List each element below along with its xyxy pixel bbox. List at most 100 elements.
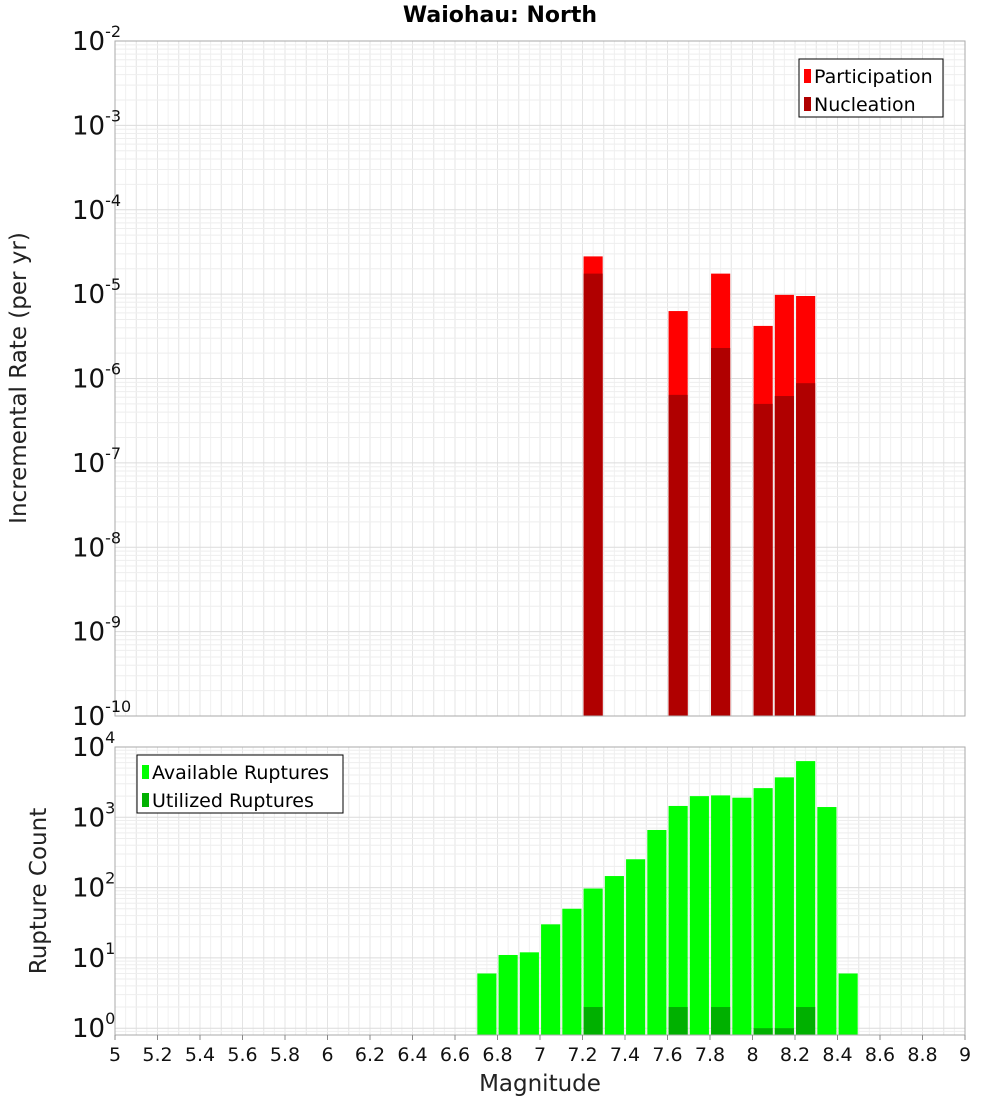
y-tick-label: 10-8: [72, 528, 121, 563]
bar-utilized-ruptures: [753, 1028, 773, 1035]
y-tick-base: 10: [72, 702, 105, 732]
bar-available-ruptures: [647, 829, 667, 1035]
x-tick-label: 8: [746, 1044, 758, 1066]
y-tick-exponent: -6: [105, 360, 121, 379]
x-tick-label: 6.4: [397, 1044, 427, 1066]
bar-available-ruptures: [626, 859, 646, 1035]
bar-available-ruptures: [817, 807, 837, 1035]
x-tick-label: 7.4: [610, 1044, 640, 1066]
y-tick-base: 10: [72, 803, 105, 833]
top-bars: [583, 256, 816, 716]
bar-nucleation: [711, 347, 731, 716]
bar-nucleation: [796, 383, 816, 716]
bottom-x-ticks: 5 5.2 5.4 5.6 5.8 6 6.2 6.4 6.6 6.8 7 7.2 7.4 7.6 7.8 8…: [109, 1035, 971, 1066]
bar-utilized-ruptures: [711, 1007, 731, 1035]
bar-available-ruptures: [838, 973, 858, 1035]
y-tick-base: 10: [72, 733, 105, 763]
x-tick-label: 7: [534, 1044, 546, 1066]
y-tick-base: 10: [72, 365, 105, 395]
x-tick-label: 8.2: [780, 1044, 810, 1066]
y-tick-base: 10: [72, 1014, 105, 1044]
y-tick-label: 103: [72, 798, 115, 833]
x-tick-label: 7.2: [567, 1044, 597, 1066]
top-legend: Participation Nucleation: [798, 58, 944, 118]
y-tick-base: 10: [72, 27, 105, 57]
y-tick-exponent: -10: [105, 697, 131, 716]
y-tick-exponent: -8: [105, 528, 121, 547]
y-tick-label: 100: [72, 1009, 115, 1044]
y-tick-base: 10: [72, 449, 105, 479]
x-axis-label: Magnitude: [479, 1071, 601, 1097]
y-tick-base: 10: [72, 944, 105, 974]
top-plot-frame: [114, 40, 966, 717]
top-grid: [114, 41, 966, 717]
x-tick-label: 6.8: [482, 1044, 512, 1066]
bar-nucleation: [774, 396, 794, 716]
bar-available-ruptures: [583, 888, 603, 1035]
legend-label: Utilized Ruptures: [152, 790, 314, 812]
y-tick-exponent: 3: [105, 798, 115, 817]
y-tick-label: 10-3: [72, 106, 121, 141]
x-tick-label: 6: [321, 1044, 333, 1066]
y-tick-label: 10-9: [72, 613, 121, 648]
y-tick-label: 104: [72, 728, 115, 763]
x-tick-label: 5.2: [142, 1044, 172, 1066]
y-tick-label: 10-2: [72, 22, 121, 57]
y-tick-base: 10: [72, 533, 105, 563]
y-tick-label: 102: [72, 869, 115, 904]
bar-available-ruptures: [796, 761, 816, 1035]
legend-swatch: [142, 793, 149, 807]
bar-available-ruptures: [774, 777, 794, 1035]
x-tick-label: 5.4: [185, 1044, 215, 1066]
bar-available-ruptures: [689, 796, 709, 1035]
bar-available-ruptures: [711, 795, 731, 1035]
y-tick-base: 10: [72, 280, 105, 310]
x-tick-label: 6.2: [355, 1044, 385, 1066]
legend-swatch: [804, 69, 811, 83]
bar-available-ruptures: [541, 924, 561, 1035]
x-tick-label: 9: [959, 1044, 971, 1066]
legend-swatch: [142, 765, 149, 779]
bar-available-ruptures: [477, 973, 497, 1035]
bar-nucleation: [583, 273, 603, 716]
legend-swatch: [804, 97, 811, 111]
y-tick-label: 10-4: [72, 191, 121, 226]
y-tick-exponent: -3: [105, 106, 121, 125]
y-tick-exponent: 2: [105, 869, 115, 888]
y-tick-label: 101: [72, 939, 115, 974]
x-tick-label: 8.6: [865, 1044, 895, 1066]
y-tick-exponent: -4: [105, 191, 121, 210]
legend-box: [798, 58, 944, 118]
bottom-bars: [477, 761, 858, 1035]
x-tick-label: 5.6: [227, 1044, 257, 1066]
legend-label: Available Ruptures: [152, 762, 329, 784]
legend-label: Nucleation: [814, 94, 916, 116]
bar-nucleation: [668, 394, 688, 716]
chart-title: Waiohau: North: [403, 3, 597, 28]
y-tick-exponent: 0: [105, 1009, 115, 1028]
y-tick-base: 10: [72, 618, 105, 648]
y-tick-base: 10: [72, 196, 105, 226]
bar-available-ruptures: [604, 876, 624, 1035]
bar-available-ruptures: [562, 908, 582, 1035]
bottom-y-axis-label: Rupture Count: [26, 808, 52, 974]
bottom-legend: Available Ruptures Utilized Ruptures: [136, 754, 344, 814]
y-tick-label: 10-10: [72, 697, 131, 732]
bar-utilized-ruptures: [583, 1007, 603, 1035]
y-tick-exponent: -5: [105, 275, 121, 294]
bar-utilized-ruptures: [668, 1007, 688, 1035]
y-tick-exponent: 1: [105, 939, 115, 958]
bar-available-ruptures: [498, 954, 518, 1035]
x-tick-label: 8.4: [822, 1044, 852, 1066]
bar-nucleation: [753, 403, 773, 716]
x-tick-label: 5.8: [270, 1044, 300, 1066]
bar-available-ruptures: [753, 788, 773, 1035]
bar-available-ruptures: [732, 797, 752, 1035]
y-tick-base: 10: [72, 111, 105, 141]
y-tick-exponent: -9: [105, 613, 121, 632]
